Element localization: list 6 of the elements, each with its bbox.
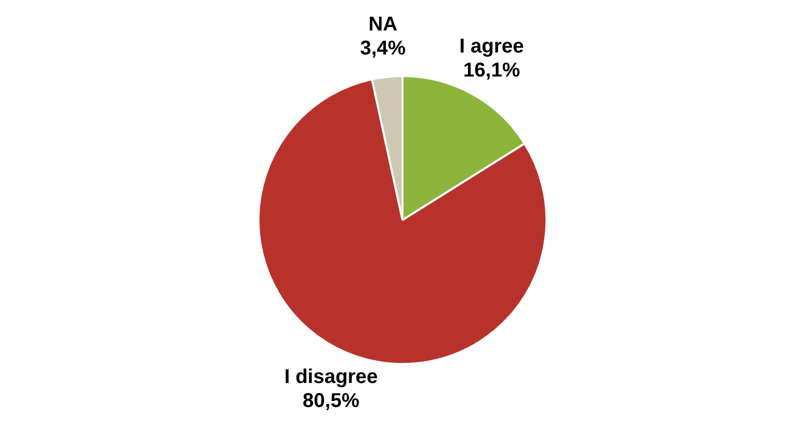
slice-label: NA <box>368 14 398 36</box>
data-label: 80,5% <box>302 390 360 412</box>
slice-label: I disagree <box>284 366 378 388</box>
data-label: 3,4% <box>360 38 406 60</box>
slice-label: I agree <box>459 36 524 58</box>
data-label: 16,1% <box>463 60 520 82</box>
